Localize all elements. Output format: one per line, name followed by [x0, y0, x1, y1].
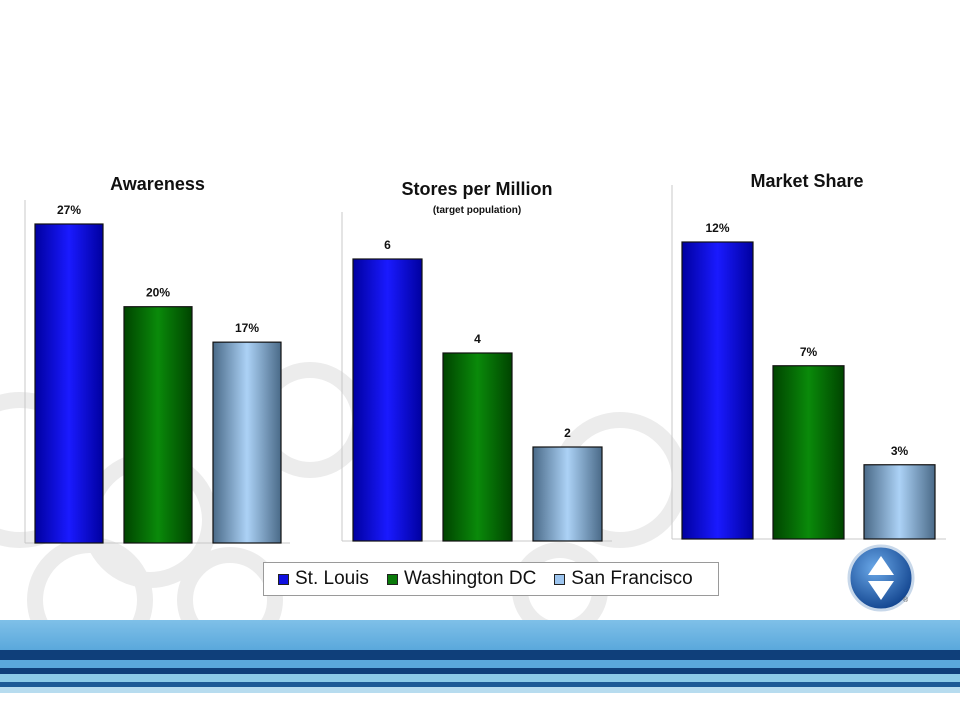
data-label: 4: [474, 332, 481, 346]
chart-subtitle: (target population): [433, 205, 521, 216]
legend-item-st-louis: St. Louis: [278, 568, 369, 590]
bar-washington-dc: [123, 306, 193, 544]
bar-san-francisco: [863, 464, 936, 540]
data-label: 17%: [235, 321, 259, 335]
legend-item-washington-dc: Washington DC: [386, 568, 537, 590]
legend-label: Washington DC: [403, 568, 537, 589]
legend-swatch-san-francisco: [554, 573, 566, 585]
registered-mark: ®: [903, 597, 909, 604]
legend-swatch-washington-dc: [386, 573, 398, 585]
chart-title: Market Share: [750, 171, 863, 191]
bar-st.-louis: [681, 241, 754, 540]
legend-item-san-francisco: San Francisco: [554, 568, 693, 590]
data-label: 3%: [891, 444, 909, 458]
chart-legend: St. Louis Washington DC San Francisco: [263, 562, 719, 596]
legend-swatch-st-louis: [278, 573, 289, 585]
bar-washington-dc: [772, 365, 845, 540]
chart-title: Awareness: [110, 174, 205, 194]
legend-label: San Francisco: [571, 568, 693, 589]
bar-st.-louis: [34, 223, 104, 544]
data-label: 12%: [705, 221, 729, 235]
bar-san-francisco: [532, 446, 603, 542]
chart-title: Stores per Million: [401, 179, 552, 199]
footer-stripes: [0, 620, 960, 720]
up-down-arrows-icon: [847, 544, 915, 612]
bar-st.-louis: [352, 258, 423, 542]
data-label: 7%: [800, 345, 818, 359]
bar-washington-dc: [442, 352, 513, 542]
data-label: 27%: [57, 203, 81, 217]
data-label: 6: [384, 238, 391, 252]
bar-san-francisco: [212, 341, 282, 544]
data-label: 20%: [146, 286, 170, 300]
legend-label: St. Louis: [295, 568, 369, 589]
data-label: 2: [564, 426, 571, 440]
